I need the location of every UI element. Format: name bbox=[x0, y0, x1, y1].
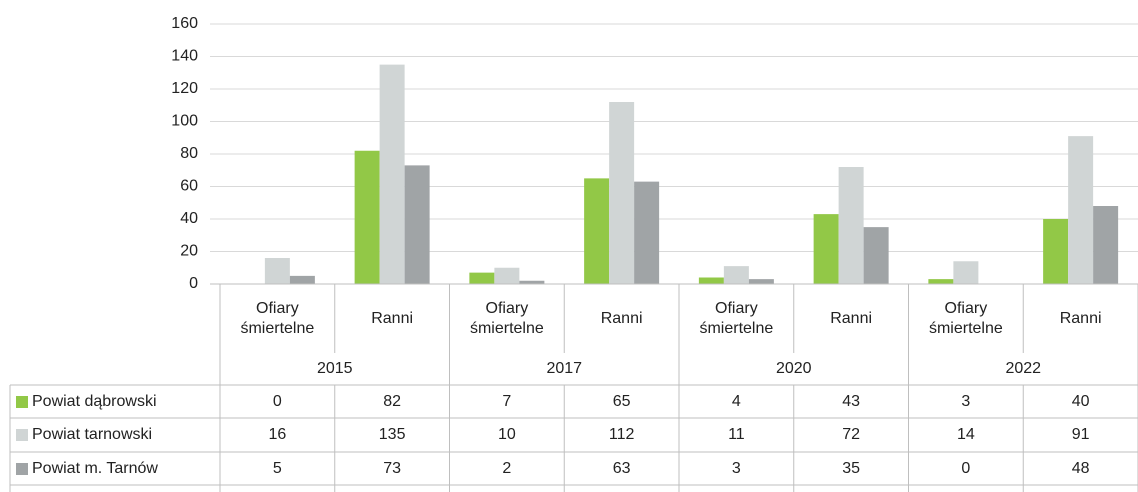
bar bbox=[953, 261, 979, 284]
bar bbox=[404, 165, 430, 284]
legend-swatch bbox=[16, 462, 28, 475]
y-tick-label: 140 bbox=[171, 48, 198, 65]
bar bbox=[634, 181, 660, 284]
bar bbox=[748, 279, 774, 284]
table-cell: 3 bbox=[731, 459, 741, 477]
table-cell: 135 bbox=[378, 425, 406, 443]
x-group-label: 2017 bbox=[546, 360, 583, 377]
bar bbox=[863, 227, 889, 284]
table-cell: 112 bbox=[608, 425, 635, 443]
y-tick-label: 160 bbox=[171, 15, 198, 32]
bar bbox=[1068, 136, 1094, 284]
bar bbox=[723, 266, 749, 284]
table-cell: 11 bbox=[728, 425, 745, 443]
bar bbox=[264, 258, 290, 284]
bar bbox=[813, 214, 839, 284]
x-group-label: 2020 bbox=[775, 360, 812, 377]
table-cell: 40 bbox=[1071, 392, 1090, 410]
table-cell: 72 bbox=[842, 425, 861, 443]
legend-entry: Powiat tarnowski bbox=[12, 418, 220, 451]
legend-entry: Powiat m. Tarnów bbox=[12, 452, 220, 485]
table-cell: 10 bbox=[497, 425, 516, 443]
bar bbox=[584, 178, 610, 284]
y-tick-label: 20 bbox=[180, 243, 198, 260]
bar bbox=[469, 272, 495, 284]
x-group-label: 2022 bbox=[1005, 360, 1042, 377]
x-tick-label: Ofiary śmiertelne bbox=[699, 299, 774, 337]
table-cell: 3 bbox=[961, 392, 971, 410]
x-tick-label: Ofiary śmiertelne bbox=[240, 299, 315, 337]
table-cell: 7 bbox=[502, 392, 512, 410]
bar bbox=[609, 102, 635, 284]
table-cell: 4 bbox=[731, 392, 741, 410]
table-cell: 65 bbox=[612, 392, 631, 410]
bar bbox=[354, 150, 380, 284]
bar bbox=[1093, 206, 1119, 284]
y-tick-label: 40 bbox=[180, 210, 198, 227]
table-cell: 5 bbox=[272, 459, 282, 477]
legend-entry: Powiat dąbrowski bbox=[12, 385, 220, 418]
bar bbox=[1043, 219, 1069, 284]
y-tick-label: 120 bbox=[171, 80, 198, 97]
table-cell: 14 bbox=[956, 425, 975, 443]
table-cell: 82 bbox=[383, 392, 402, 410]
x-group-label: 2015 bbox=[316, 360, 353, 377]
x-tick-label: Ranni bbox=[371, 309, 414, 327]
bar bbox=[379, 64, 405, 284]
table-cell: 91 bbox=[1071, 425, 1090, 443]
x-tick-label: Ranni bbox=[830, 309, 873, 327]
legend-label: Powiat tarnowski bbox=[32, 425, 153, 443]
bar bbox=[698, 277, 724, 284]
legend-swatch bbox=[16, 428, 28, 441]
table-cell: 48 bbox=[1071, 459, 1090, 477]
bar bbox=[519, 280, 545, 284]
bar bbox=[838, 167, 864, 284]
y-tick-label: 60 bbox=[180, 178, 198, 195]
table-cell: 63 bbox=[612, 459, 631, 477]
x-tick-label: Ranni bbox=[600, 309, 643, 327]
legend-label: Powiat m. Tarnów bbox=[32, 459, 158, 477]
y-tick-label: 80 bbox=[180, 145, 198, 162]
x-tick-label: Ranni bbox=[1059, 309, 1102, 327]
y-tick-label: 0 bbox=[189, 275, 198, 292]
table-cell: 16 bbox=[268, 425, 287, 443]
table-cell: 0 bbox=[961, 459, 971, 477]
legend-swatch bbox=[16, 395, 28, 408]
table-cell: 43 bbox=[842, 392, 861, 410]
bar bbox=[289, 275, 315, 284]
table-cell: 2 bbox=[502, 459, 512, 477]
legend-label: Powiat dąbrowski bbox=[32, 392, 157, 410]
bar bbox=[928, 279, 954, 284]
table-cell: 73 bbox=[383, 459, 402, 477]
y-tick-label: 100 bbox=[171, 113, 198, 130]
x-tick-label: Ofiary śmiertelne bbox=[469, 299, 544, 337]
table-cell: 0 bbox=[272, 392, 282, 410]
bar bbox=[494, 267, 520, 284]
table-cell: 35 bbox=[842, 459, 861, 477]
x-tick-label: Ofiary śmiertelne bbox=[928, 299, 1003, 337]
